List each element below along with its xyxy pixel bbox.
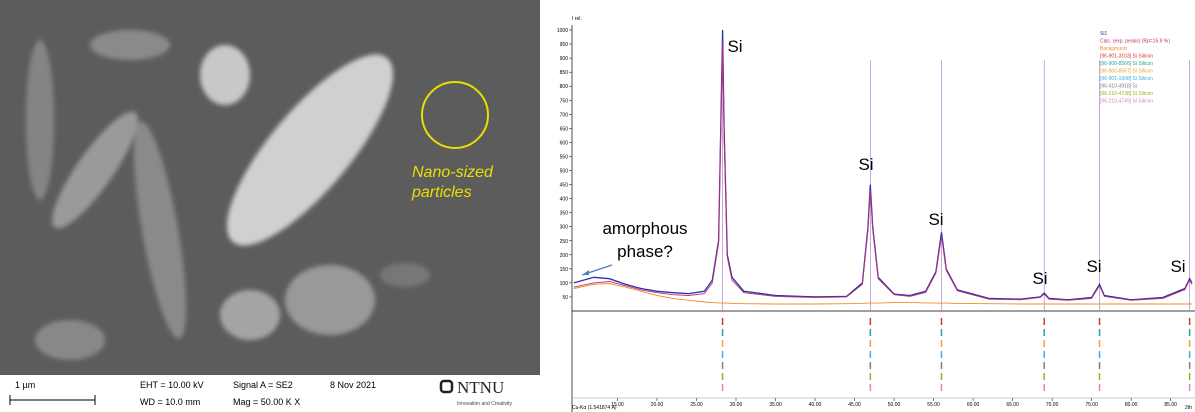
legend-entry: [96-210-4738] Si Silicon xyxy=(1100,91,1153,97)
peak-annotation: Si xyxy=(858,155,873,174)
peak-annotation: Si xyxy=(1086,257,1101,276)
x-tick-label: 70.00 xyxy=(1046,402,1059,408)
legend-entry: [96-900-8566] Si Silicon xyxy=(1100,61,1153,67)
y-tick-label: 300 xyxy=(560,225,569,231)
y-tick-label: 150 xyxy=(560,267,569,273)
y-tick-label: 200 xyxy=(560,253,569,259)
x-tick-label: 50.00 xyxy=(888,402,901,408)
x-tick-label: 30.00 xyxy=(730,402,743,408)
y-tick-label: 1000 xyxy=(557,28,568,34)
logo-mark xyxy=(441,381,452,392)
x-tick-label: 75.00 xyxy=(1085,402,1098,408)
legend-entry: [96-410-4918] Si xyxy=(1100,84,1137,90)
x-tick-label: 40.00 xyxy=(809,402,822,408)
y-tick-label: 800 xyxy=(560,84,569,90)
peak-annotation: Si xyxy=(1032,269,1047,288)
y-tick-label: 400 xyxy=(560,197,569,203)
page: 1 µm EHT = 10.00 kV WD = 10.0 mm Signal … xyxy=(0,0,1195,412)
y-tick-label: 550 xyxy=(560,154,569,160)
y-tick-label: 750 xyxy=(560,98,569,104)
x-axis-label: 2th xyxy=(1185,405,1192,411)
x-tick-label: 55.00 xyxy=(927,402,940,408)
x-tick-label: 80.00 xyxy=(1125,402,1138,408)
y-tick-label: 950 xyxy=(560,42,569,48)
y-tick-label: 700 xyxy=(560,112,569,118)
y-tick-label: 350 xyxy=(560,211,569,217)
info-text: 8 Nov 2021 xyxy=(330,380,376,390)
peak-annotation: Si xyxy=(928,210,943,229)
y-tick-label: 500 xyxy=(560,169,569,175)
peak-annotation: Si xyxy=(727,37,742,56)
x-tick-label: 25.00 xyxy=(690,402,703,408)
x-tick-label: 65.00 xyxy=(1006,402,1019,408)
y-tick-label: 100 xyxy=(560,281,569,287)
y-tick-label: 450 xyxy=(560,183,569,189)
y-tick-label: 600 xyxy=(560,140,569,146)
info-text: EHT = 10.00 kV xyxy=(140,380,204,390)
legend-entry: Background xyxy=(1100,46,1127,52)
sem-info: 1 µm EHT = 10.00 kV WD = 10.0 mm Signal … xyxy=(15,380,376,407)
y-tick-label: 250 xyxy=(560,239,569,245)
y-tick-label: 850 xyxy=(560,70,569,76)
y-tick-label: 650 xyxy=(560,126,569,132)
logo-text: NTNU xyxy=(457,378,504,397)
figure: 1 µm EHT = 10.00 kV WD = 10.0 mm Signal … xyxy=(0,0,1195,412)
x-tick-label: 35.00 xyxy=(769,402,782,408)
legend-entry: [96-210-4749] Si Silicon xyxy=(1100,99,1153,105)
logo-tagline: Innovation and Creativity xyxy=(457,401,513,407)
info-text: Signal A = SE2 xyxy=(233,380,293,390)
x-tick-label: 20.00 xyxy=(651,402,664,408)
legend-entry: Si1 xyxy=(1100,31,1107,37)
info-text: Mag = 50.00 K X xyxy=(233,397,300,407)
annotation: amorphous phase? xyxy=(595,217,695,263)
y-tick-label: 900 xyxy=(560,56,569,62)
x-tick-label: 45.00 xyxy=(848,402,861,408)
y-axis-label: I rel. xyxy=(572,16,582,22)
y-tick-label: 50 xyxy=(562,295,568,301)
peak-annotation: Si xyxy=(1170,257,1185,276)
legend-entry: [96-901-3103] Si Silicon xyxy=(1100,54,1153,60)
radiation-label: Cu-Kα (1.541874 A) xyxy=(572,405,617,411)
x-tick-label: 60.00 xyxy=(967,402,980,408)
sem-annotation: Nano-sized particles xyxy=(412,163,522,203)
info-text: WD = 10.0 mm xyxy=(140,397,200,407)
legend-entry: Calc. (exp. peaks) (Rp=15.9 %) xyxy=(1100,39,1170,45)
legend-entry: [96-900-8567] Si Silicon xyxy=(1100,69,1153,75)
x-tick-label: 15.00 xyxy=(611,402,624,408)
legend-entry: [96-901-1998] Si Silicon xyxy=(1100,76,1153,82)
scale-label: 1 µm xyxy=(15,380,35,390)
x-tick-label: 85.00 xyxy=(1164,402,1177,408)
